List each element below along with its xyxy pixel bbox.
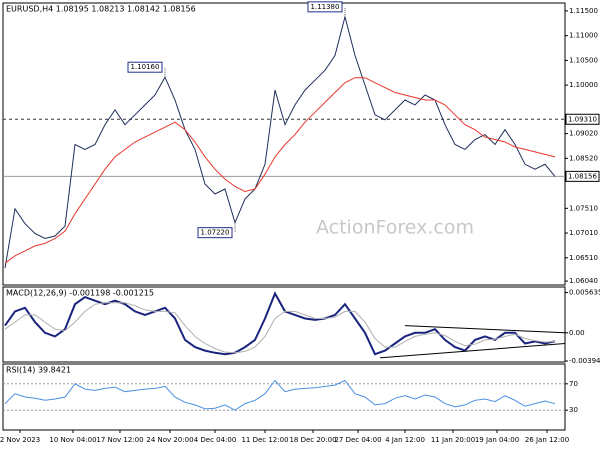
series-line	[4, 302, 556, 354]
x-tick-label: 27 Dec 04:00	[334, 436, 381, 444]
x-tick-label: 18 Dec 20:00	[289, 436, 336, 444]
series-line	[4, 14, 556, 269]
y-tick-label: -0.003949	[569, 357, 600, 365]
y-tick-label: 0.005635	[569, 289, 600, 297]
series-line	[4, 291, 556, 356]
level-label: 1.08156	[568, 172, 597, 180]
y-tick-label: 1.10500	[569, 56, 598, 64]
x-tick-label: 4 Dec 04:00	[194, 436, 237, 444]
y-tick-label: 1.06040	[569, 277, 598, 285]
panel-frame	[2, 286, 566, 363]
level-label-box	[565, 170, 600, 182]
y-tick-label: 1.11000	[569, 32, 598, 40]
level-label: 1.09310	[568, 115, 597, 123]
y-tick-label: 0.00	[569, 329, 585, 337]
trend-line	[379, 343, 566, 359]
x-tick-label: 17 Nov 12:00	[96, 436, 143, 444]
annotation-label: 1.10160	[131, 63, 160, 71]
series-line	[4, 379, 556, 411]
trend-line	[404, 325, 566, 334]
annotation-label: 1.11380	[311, 3, 340, 11]
x-tick-label: 4 Jan 12:00	[385, 436, 425, 444]
panel-frame	[2, 363, 566, 431]
x-tick-label: 11 Dec 12:00	[241, 436, 288, 444]
x-tick-label: 19 Jan 04:00	[475, 436, 519, 444]
watermark: ActionForex.com	[316, 217, 474, 239]
annotation-label: 1.07220	[201, 229, 230, 237]
level-label-box	[565, 113, 600, 125]
annotation-box	[197, 227, 233, 239]
panel-frame	[2, 2, 566, 286]
annotation-box	[127, 61, 163, 73]
y-tick-label: 30	[569, 406, 578, 414]
x-tick-label: 2 Nov 2023	[0, 436, 40, 444]
y-tick-label: 1.07010	[569, 229, 598, 237]
x-tick-label: 24 Nov 20:00	[146, 436, 193, 444]
y-tick-label: 1.10000	[569, 81, 598, 89]
y-tick-label: 1.06510	[569, 254, 598, 262]
x-tick-label: 10 Nov 04:00	[49, 436, 96, 444]
y-tick-label: 1.11500	[569, 7, 598, 15]
series-line	[4, 77, 556, 264]
x-tick-label: 11 Jan 20:00	[431, 436, 475, 444]
annotation-box	[307, 1, 343, 13]
y-tick-label: 70	[569, 380, 578, 388]
panel-title: RSI(14) 39.8421	[6, 366, 71, 375]
x-tick-label: 26 Jan 12:00	[525, 436, 569, 444]
panel-title: EURUSD,H4 1.08195 1.08213 1.08142 1.0815…	[6, 5, 196, 14]
y-tick-label: 1.09020	[569, 130, 598, 138]
y-tick-label: 1.07510	[569, 204, 598, 212]
y-tick-label: 1.08520	[569, 154, 598, 162]
panel-title: MACD(12,26,9) -0.001198 -0.001215	[6, 289, 154, 298]
